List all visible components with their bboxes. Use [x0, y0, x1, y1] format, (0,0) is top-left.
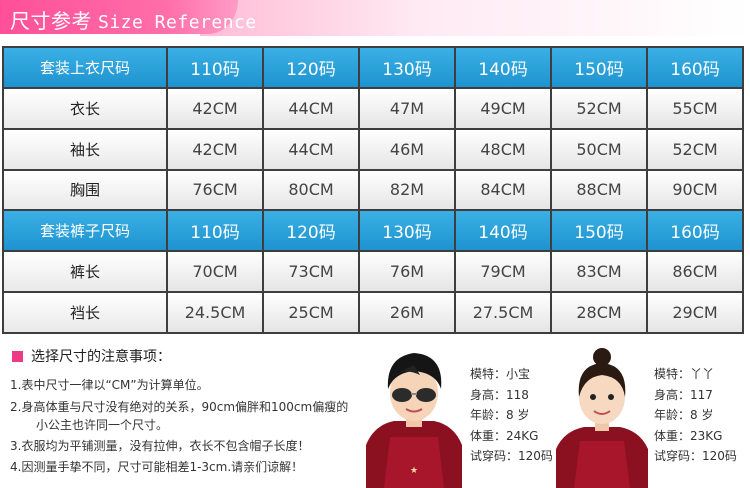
- model-name: 模特：小宝: [470, 367, 531, 381]
- model-age: 年龄：8 岁: [470, 408, 530, 422]
- notes-title-text: 选择尺寸的注意事项：: [31, 349, 171, 365]
- table-cell: 88CM: [552, 170, 646, 210]
- table-cell: 49CM: [456, 88, 550, 128]
- table-cell: 28CM: [552, 293, 646, 332]
- table-row: 裆长 24.5CM 25CM 26M 27.5CM 28CM 29CM: [4, 293, 742, 332]
- table-cell: 70CM: [168, 252, 262, 292]
- table-cell: 44CM: [264, 129, 358, 169]
- note-item: 小公主也许同一个尺寸。: [36, 418, 169, 432]
- table-cell: 44CM: [264, 88, 358, 128]
- model-size: 试穿码：120码: [470, 449, 553, 463]
- table-cell: 46M: [360, 129, 454, 169]
- top-size-label: 套装上衣尺码: [4, 48, 166, 87]
- pants-size-140: 140码: [456, 211, 550, 251]
- table-cell: 76CM: [168, 170, 262, 210]
- row-label-length: 衣长: [4, 88, 166, 128]
- top-size-110: 110码: [168, 48, 262, 87]
- top-header-row: 套装上衣尺码 110码 120码 130码 140码 150码 160码: [4, 48, 742, 87]
- table-cell: 86CM: [648, 252, 742, 292]
- model-age: 年龄：8 岁: [654, 408, 714, 422]
- pants-header-row: 套装裤子尺码 110码 120码 130码 140码 150码 160码: [4, 211, 742, 251]
- table-cell: 42CM: [168, 88, 262, 128]
- table-cell: 27.5CM: [456, 293, 550, 332]
- top-size-120: 120码: [264, 48, 358, 87]
- banner-title: 尺寸参考 Size Reference: [10, 5, 257, 34]
- svg-text:★: ★: [410, 466, 418, 476]
- table-cell: 80CM: [264, 170, 358, 210]
- note-item: 2.身高体重与尺寸没有绝对的关系，90cm偏胖和100cm偏瘦的: [10, 400, 349, 414]
- table-row: 袖长 42CM 44CM 46M 48CM 50CM 52CM: [4, 129, 742, 169]
- pants-size-120: 120码: [264, 211, 358, 251]
- table-cell: 55CM: [648, 88, 742, 128]
- table-row: 裤长 70CM 73CM 76M 79CM 83CM 86CM: [4, 252, 742, 292]
- banner-gradient-fade: [200, 0, 750, 36]
- table-cell: 82M: [360, 170, 454, 210]
- top-size-140: 140码: [456, 48, 550, 87]
- model-size: 试穿码：120码: [654, 449, 737, 463]
- top-size-150: 150码: [552, 48, 646, 87]
- model-girl-photo: [552, 345, 652, 488]
- pants-size-110: 110码: [168, 211, 262, 251]
- pink-square-icon: [12, 351, 23, 362]
- top-size-130: 130码: [360, 48, 454, 87]
- note-item: 1.表中尺寸一律以“CM”为计算单位。: [10, 378, 209, 392]
- notes-title: 选择尺寸的注意事项：: [12, 346, 171, 366]
- pants-size-label: 套装裤子尺码: [4, 211, 166, 251]
- model-height: 身高：118: [470, 387, 529, 402]
- table-cell: 29CM: [648, 293, 742, 332]
- table-cell: 83CM: [552, 252, 646, 292]
- table-cell: 25CM: [264, 293, 358, 332]
- model-girl-info: 模特：丫丫 身高：117 年龄：8 岁 体重：23KG 试穿码：120码: [654, 364, 737, 467]
- table-cell: 73CM: [264, 252, 358, 292]
- table-cell: 47M: [360, 88, 454, 128]
- size-reference-banner: 尺寸参考 Size Reference: [0, 0, 750, 40]
- size-table-frame: 套装上衣尺码 110码 120码 130码 140码 150码 160码 衣长 …: [2, 46, 744, 334]
- table-cell: 52CM: [552, 88, 646, 128]
- table-cell: 26M: [360, 293, 454, 332]
- table-cell: 79CM: [456, 252, 550, 292]
- pants-size-130: 130码: [360, 211, 454, 251]
- girl-illustration-icon: [552, 345, 652, 488]
- table-cell: 52CM: [648, 129, 742, 169]
- pants-size-150: 150码: [552, 211, 646, 251]
- table-cell: 48CM: [456, 129, 550, 169]
- table-cell: 76M: [360, 252, 454, 292]
- pants-size-160: 160码: [648, 211, 742, 251]
- top-size-160: 160码: [648, 48, 742, 87]
- row-label-sleeve: 袖长: [4, 129, 166, 169]
- banner-title-cn: 尺寸参考: [10, 9, 92, 33]
- model-weight: 体重：23KG: [654, 428, 723, 443]
- model-height: 身高：117: [654, 387, 713, 402]
- table-cell: 90CM: [648, 170, 742, 210]
- model-weight: 体重：24KG: [470, 428, 539, 443]
- size-table: 套装上衣尺码 110码 120码 130码 140码 150码 160码 衣长 …: [2, 46, 744, 334]
- model-name: 模特：丫丫: [654, 367, 715, 381]
- table-row: 衣长 42CM 44CM 47M 49CM 52CM 55CM: [4, 88, 742, 128]
- note-item: 4.因测量手挚不同，尺寸可能相差1-3cm.请亲们谅解！: [10, 460, 304, 474]
- table-cell: 50CM: [552, 129, 646, 169]
- table-cell: 24.5CM: [168, 293, 262, 332]
- model-boy-photo: ★: [364, 345, 464, 488]
- banner-pink-tab: [0, 0, 238, 34]
- table-row: 胸围 76CM 80CM 82M 84CM 88CM 90CM: [4, 170, 742, 210]
- model-boy-info: 模特：小宝 身高：118 年龄：8 岁 体重：24KG 试穿码：120码: [470, 364, 553, 467]
- note-item: 3.衣服均为平铺测量，没有拉伸，衣长不包含帽子长度！: [10, 439, 310, 453]
- banner-title-en: Size Reference: [98, 12, 257, 33]
- row-label-pants-length: 裤长: [4, 252, 166, 292]
- boy-illustration-icon: ★: [364, 345, 464, 488]
- row-label-chest: 胸围: [4, 170, 166, 210]
- table-cell: 42CM: [168, 129, 262, 169]
- table-cell: 84CM: [456, 170, 550, 210]
- row-label-crotch: 裆长: [4, 293, 166, 332]
